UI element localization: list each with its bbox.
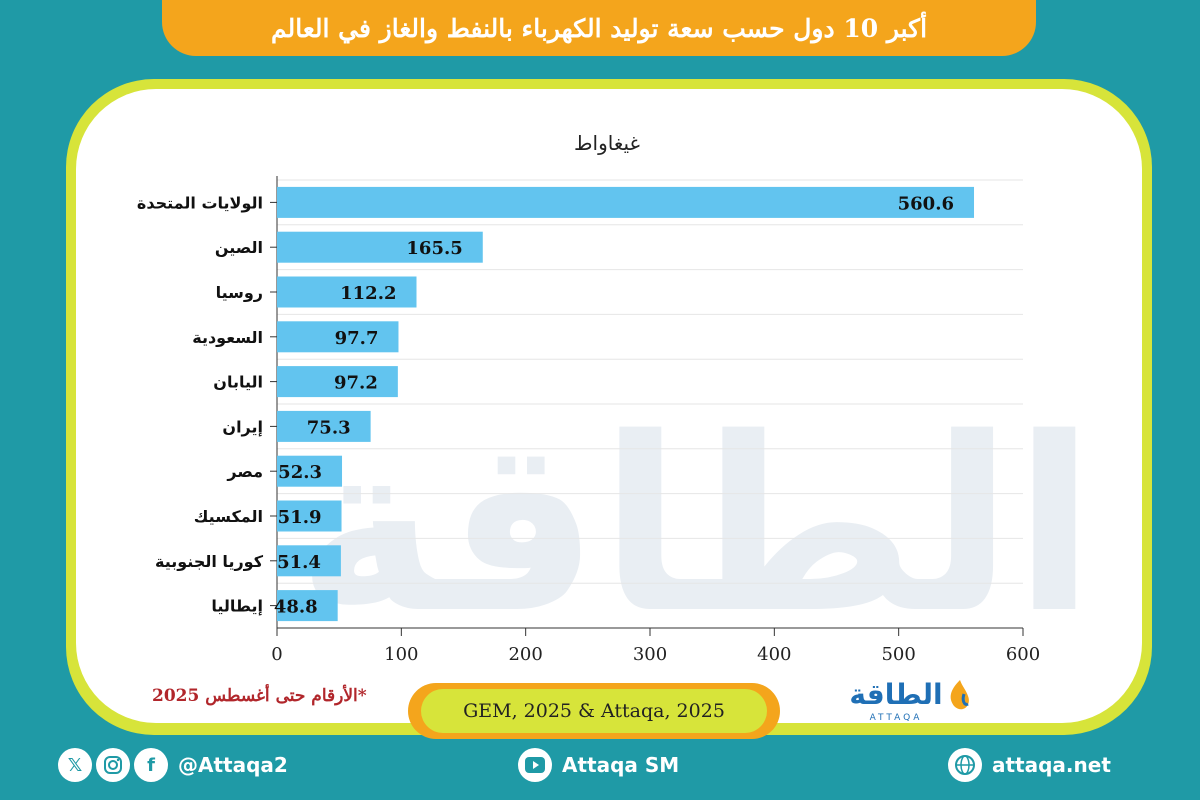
x-tick-label: 600	[1006, 644, 1040, 665]
logo-flame-icon	[961, 693, 969, 706]
data-label: 112.2	[340, 283, 396, 304]
category-label: إيطاليا	[211, 597, 263, 616]
bar	[277, 276, 417, 308]
bar	[277, 231, 483, 263]
chart-title: أكبر 10 دول حسب سعة توليد الكهرباء بالنف…	[270, 13, 928, 43]
x-tick-label: 400	[757, 644, 791, 665]
website-link: attaqa.net	[948, 745, 1111, 785]
social-handle[interactable]: @Attaqa2	[178, 753, 288, 777]
bar	[277, 500, 342, 532]
data-label: 52.3	[278, 462, 322, 483]
youtube-link: Attaqa SM	[518, 745, 679, 785]
facebook-icon[interactable]: f	[134, 748, 168, 782]
data-label: 51.9	[278, 507, 322, 528]
data-label: 97.2	[334, 373, 378, 394]
watermark: الطاقة	[297, 386, 1096, 666]
logo-arabic: الطاقة	[849, 678, 942, 711]
bar	[277, 545, 341, 577]
logo-latin: ATTAQA	[870, 713, 923, 723]
x-tick-label: 200	[508, 644, 542, 665]
globe-icon[interactable]	[948, 748, 982, 782]
youtube-channel[interactable]: Attaqa SM	[562, 753, 680, 777]
data-label: 165.5	[406, 238, 462, 259]
bar	[277, 366, 398, 398]
category-label: إيران	[222, 417, 263, 436]
bar	[277, 321, 399, 353]
watermark-text: الطاقة	[297, 386, 1096, 666]
bar	[277, 186, 975, 218]
x-tick-label: 500	[881, 644, 915, 665]
social-links: 𝕏 f @Attaqa2	[58, 745, 288, 785]
footnote: *الأرقام حتى أغسطس 2025	[152, 686, 367, 706]
title-banner: أكبر 10 دول حسب سعة توليد الكهرباء بالنف…	[162, 0, 1036, 56]
x-tick-label: 100	[384, 644, 418, 665]
category-label: الولايات المتحدة	[137, 193, 263, 212]
data-label: 48.8	[274, 597, 318, 618]
data-label: 97.7	[335, 328, 379, 349]
category-label: السعودية	[192, 328, 263, 347]
data-label: 75.3	[307, 417, 351, 438]
data-label: 51.4	[277, 552, 321, 573]
x-tick-label: 300	[633, 644, 667, 665]
category-label: كوريا الجنوبية	[155, 552, 264, 571]
source-badge: GEM, 2025 & Attaqa, 2025	[408, 683, 780, 739]
x-icon[interactable]: 𝕏	[58, 748, 92, 782]
unit-label: غيغاواط	[574, 131, 640, 155]
x-tick-label: 0	[271, 644, 282, 665]
data-label: 560.6	[898, 193, 954, 214]
category-label: اليابان	[213, 373, 263, 392]
bar	[277, 455, 343, 487]
youtube-icon[interactable]	[518, 748, 552, 782]
attaqa-logo: الطاقة ATTAQA	[849, 678, 969, 723]
category-label: الصين	[215, 238, 263, 257]
website-url[interactable]: attaqa.net	[992, 753, 1111, 777]
bar	[277, 590, 338, 622]
category-label: روسيا	[216, 283, 263, 302]
category-label: مصر	[226, 462, 263, 481]
category-label: المكسيك	[194, 507, 263, 526]
source-text: GEM, 2025 & Attaqa, 2025	[421, 689, 767, 733]
bar	[277, 410, 371, 442]
instagram-icon[interactable]	[96, 748, 130, 782]
